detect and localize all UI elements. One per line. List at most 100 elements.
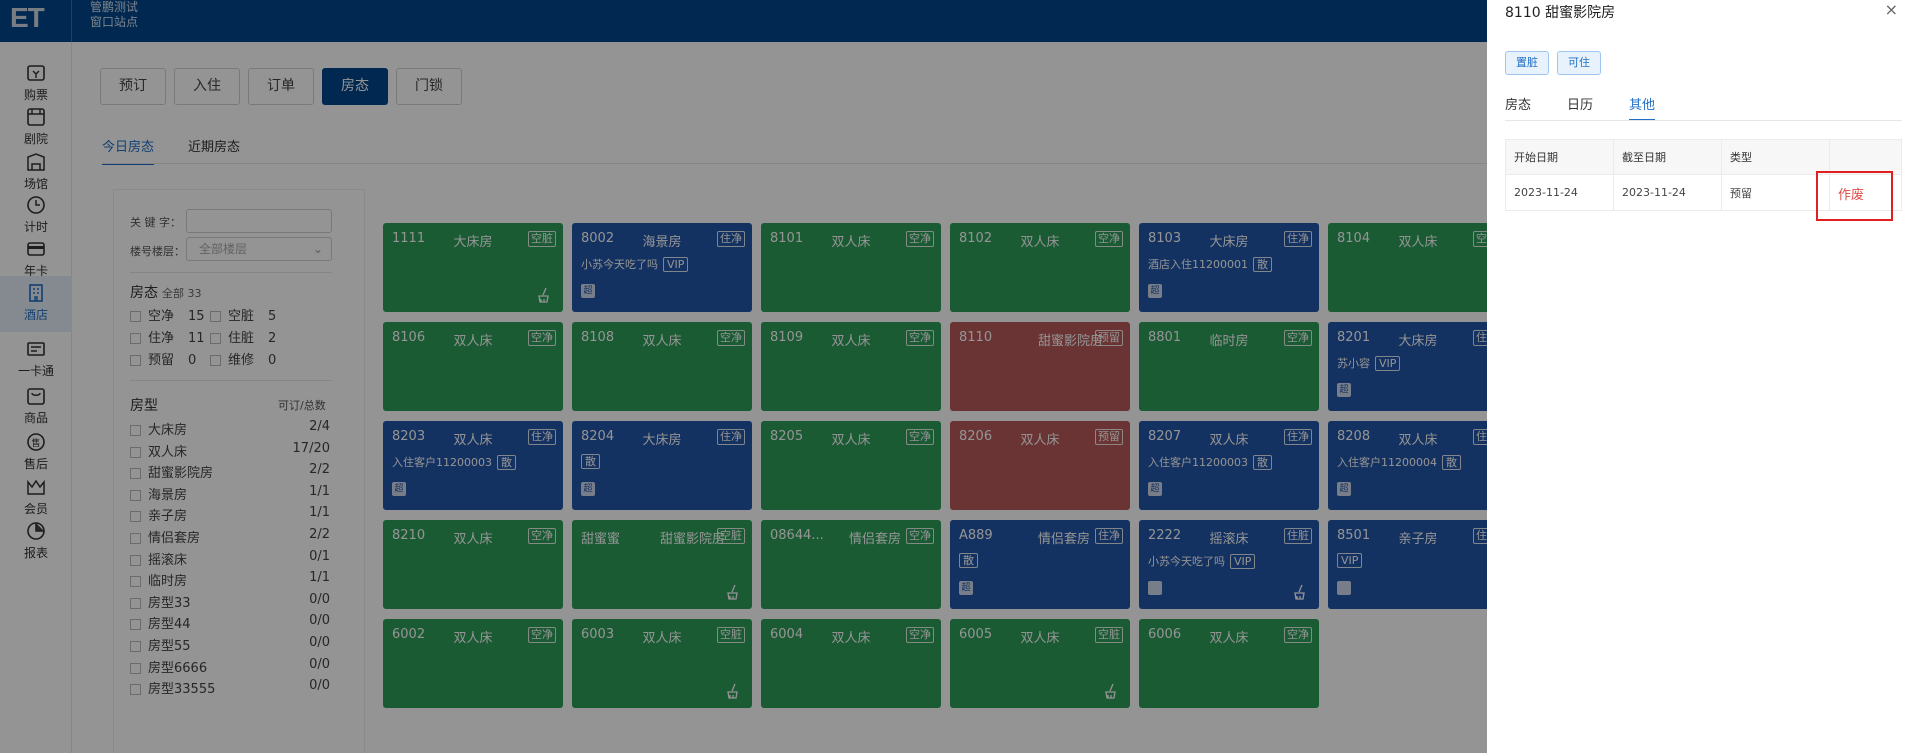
- door-lock-button[interactable]: 门锁: [396, 68, 462, 105]
- report-icon: [27, 522, 45, 540]
- tab-other[interactable]: 其他: [1629, 94, 1656, 121]
- room-type-item[interactable]: 双人床 17/20: [130, 441, 330, 462]
- checkbox[interactable]: [130, 355, 141, 366]
- checkbox[interactable]: [130, 684, 141, 696]
- checkbox[interactable]: [130, 511, 141, 523]
- room-card[interactable]: 1111 大床房 空脏: [383, 223, 563, 312]
- sidebar-item-timer[interactable]: 计时: [0, 188, 72, 240]
- room-card[interactable]: 8102 双人床 空净: [950, 223, 1130, 312]
- room-number: 8109: [770, 330, 804, 345]
- checkbox[interactable]: [130, 662, 141, 674]
- room-card[interactable]: 6005 双人床 空脏: [950, 619, 1130, 708]
- room-type-item[interactable]: 房型33 0/0: [130, 592, 330, 613]
- checkbox[interactable]: [130, 641, 141, 652]
- sidebar-item-onecard[interactable]: 一卡通: [0, 332, 72, 384]
- room-card[interactable]: 8106 双人床 空净: [383, 322, 563, 411]
- room-card[interactable]: 8501亲子房住净VIP: [1328, 520, 1508, 609]
- guest-line: 酒店入住11200001 散: [1148, 256, 1272, 272]
- room-type: 双人床: [642, 631, 682, 646]
- room-status-button[interactable]: 房态: [322, 68, 388, 105]
- checkbox[interactable]: [130, 311, 141, 322]
- room-card[interactable]: 8108 双人床 空净: [572, 322, 752, 411]
- room-card[interactable]: 8206 双人床 预留: [950, 421, 1130, 510]
- tab-today-status[interactable]: 今日房态: [102, 136, 155, 165]
- room-card[interactable]: 8101 双人床 空净: [761, 223, 941, 312]
- booking-button[interactable]: 预订: [100, 68, 166, 105]
- sidebar-item-report[interactable]: 报表: [0, 514, 72, 566]
- sidebar-item-aftersale[interactable]: 售 售后: [0, 425, 72, 477]
- set-dirty-button[interactable]: 置脏: [1505, 51, 1549, 75]
- sidebar-item-hotel[interactable]: 酒店: [0, 276, 72, 332]
- room-card[interactable]: 6002 双人床 空净: [383, 619, 563, 708]
- room-type-item[interactable]: 临时房 1/1: [130, 570, 330, 591]
- room-card[interactable]: 8204 大床房 住净散超: [572, 421, 752, 510]
- keyword-input[interactable]: [186, 209, 332, 233]
- tab-recent-status[interactable]: 近期房态: [188, 140, 241, 155]
- room-card[interactable]: 8205 双人床 空净: [761, 421, 941, 510]
- room-type-item[interactable]: 摇滚床 0/1: [130, 549, 330, 570]
- checkbox[interactable]: [130, 533, 141, 544]
- close-icon[interactable]: ×: [1884, 0, 1898, 19]
- room-type-item[interactable]: 房型33555 0/0: [130, 678, 330, 699]
- room-card[interactable]: 8201大床房住净苏小容VIP超: [1328, 322, 1508, 411]
- checkbox[interactable]: [130, 425, 141, 436]
- room-type-item[interactable]: 房型55 0/0: [130, 635, 330, 656]
- checkbox[interactable]: [210, 355, 221, 366]
- status-filter-item[interactable]: 预留 0: [130, 349, 196, 368]
- room-card[interactable]: 8103 大床房 住净 酒店入住11200001 散超: [1139, 223, 1319, 312]
- floor-select[interactable]: 全部楼层 ⌄: [186, 237, 332, 261]
- room-type: 双人床: [1398, 433, 1438, 448]
- status-filter-item[interactable]: 空净 15: [130, 305, 205, 324]
- room-card[interactable]: 6003 双人床 空脏: [572, 619, 752, 708]
- checkin-button[interactable]: 入住: [174, 68, 240, 105]
- checkbox[interactable]: [130, 489, 141, 501]
- sidebar-item-venue[interactable]: 场馆: [0, 145, 72, 197]
- room-card[interactable]: 8801 临时房 空净: [1139, 322, 1319, 411]
- room-card[interactable]: 2222 摇滚床 住脏 小苏今天吃了吗 VIP: [1139, 520, 1319, 609]
- room-card[interactable]: 8203 双人床 住净 入住客户11200003 散超: [383, 421, 563, 510]
- sidebar-item-ticket[interactable]: 购票: [0, 56, 72, 108]
- checkbox[interactable]: [210, 333, 221, 344]
- checkbox[interactable]: [130, 554, 141, 566]
- sidebar-item-member[interactable]: 会员: [0, 470, 72, 522]
- room-card[interactable]: 8002 海景房 住净 小苏今天吃了吗 VIP 超: [572, 223, 752, 312]
- room-card[interactable]: 8208双人床住净入住客户11200004散超: [1328, 421, 1508, 510]
- checkbox[interactable]: [130, 576, 141, 588]
- status-filter-item[interactable]: 住净 11: [130, 327, 205, 346]
- room-type-item[interactable]: 甜蜜影院房 2/2: [130, 462, 330, 483]
- checkbox[interactable]: [210, 311, 221, 322]
- room-type-item[interactable]: 亲子房 1/1: [130, 505, 330, 526]
- sidebar-item-annual-card[interactable]: 年卡: [0, 232, 72, 284]
- status-filter-item[interactable]: 空脏 5: [210, 305, 276, 324]
- status-filter-item[interactable]: 住脏 2: [210, 327, 276, 346]
- set-available-button[interactable]: 可住: [1557, 51, 1601, 75]
- room-card[interactable]: 6004 双人床 空净: [761, 619, 941, 708]
- checkbox[interactable]: [130, 446, 141, 458]
- room-type-item[interactable]: 大床房 2/4: [130, 419, 330, 440]
- orders-button[interactable]: 订单: [248, 68, 314, 105]
- room-type-item[interactable]: 房型44 0/0: [130, 613, 330, 634]
- room-type-item[interactable]: 海景房 1/1: [130, 484, 330, 505]
- room-card[interactable]: 8104双人床空净: [1328, 223, 1508, 312]
- sidebar-item-goods[interactable]: 商品: [0, 379, 72, 431]
- room-card[interactable]: 08644... 情侣套房 空净: [761, 520, 941, 609]
- room-type-item[interactable]: 房型6666 0/0: [130, 657, 330, 678]
- room-card[interactable]: 甜蜜蜜 甜蜜影院房 空脏: [572, 520, 752, 609]
- checkbox[interactable]: [130, 468, 141, 480]
- room-card[interactable]: 8109 双人床 空净: [761, 322, 941, 411]
- room-type-item[interactable]: 情侣套房 2/2: [130, 527, 330, 548]
- tab-room-status[interactable]: 房态: [1505, 98, 1532, 113]
- sidebar-item-theatre[interactable]: 剧院: [0, 100, 72, 152]
- room-card[interactable]: A889 情侣套房 住净散超: [950, 520, 1130, 609]
- room-card[interactable]: 6006 双人床 空净: [1139, 619, 1319, 708]
- checkbox[interactable]: [130, 333, 141, 344]
- checkbox[interactable]: [130, 597, 141, 609]
- status-filter-item[interactable]: 维修 0: [210, 349, 276, 368]
- checkbox[interactable]: [130, 619, 141, 631]
- over-badge: 超: [392, 482, 406, 496]
- tab-calendar[interactable]: 日历: [1567, 98, 1594, 113]
- room-card[interactable]: 8110 甜蜜影院房 预留: [950, 322, 1130, 411]
- room-card[interactable]: 8207 双人床 住净 入住客户11200003 散超: [1139, 421, 1319, 510]
- void-button[interactable]: 作废: [1838, 188, 1865, 203]
- room-card[interactable]: 8210 双人床 空净: [383, 520, 563, 609]
